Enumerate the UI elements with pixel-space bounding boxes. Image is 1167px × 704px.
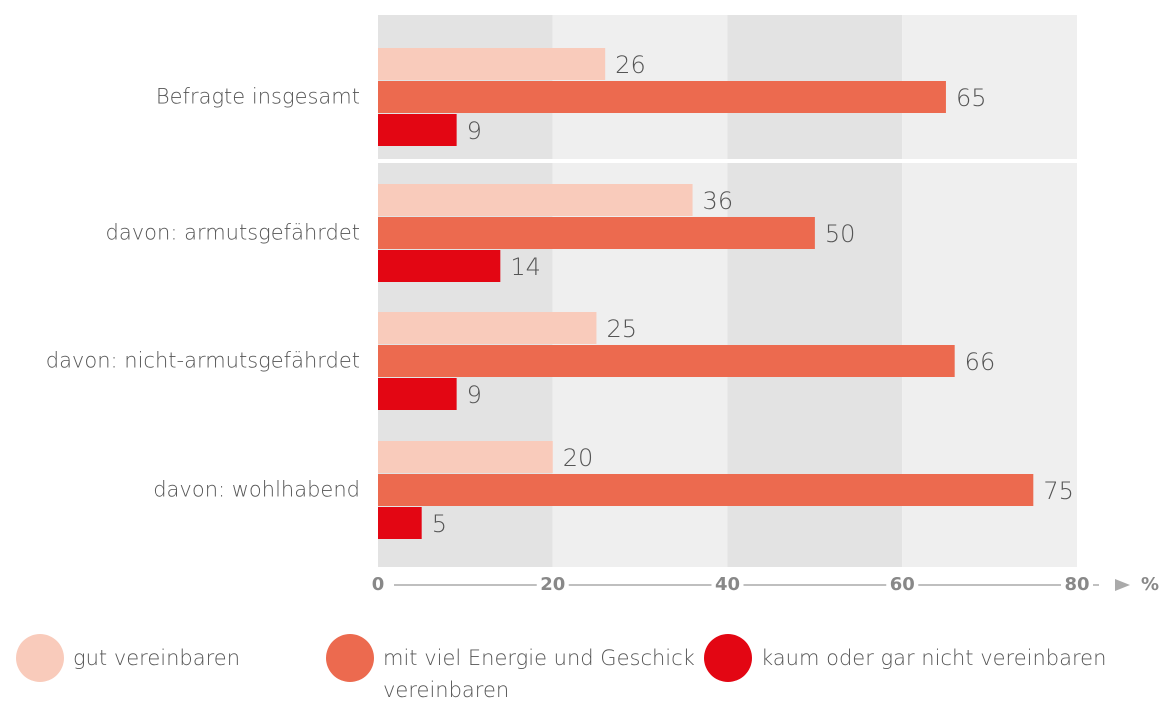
category-label: Befragte insgesamt bbox=[156, 85, 360, 109]
bar bbox=[378, 250, 501, 282]
bar bbox=[378, 312, 597, 344]
separator bbox=[378, 159, 1077, 163]
bar bbox=[378, 217, 815, 249]
value-label: 9 bbox=[467, 381, 482, 409]
value-label: 9 bbox=[467, 117, 482, 145]
bar bbox=[378, 474, 1034, 506]
value-label: 50 bbox=[825, 220, 856, 248]
bar bbox=[378, 507, 422, 539]
x-tick-label: 20 bbox=[540, 574, 565, 595]
x-tick-label: 60 bbox=[890, 574, 915, 595]
value-label: 75 bbox=[1043, 477, 1074, 505]
category-label: davon: nicht-armutsgefährdet bbox=[46, 349, 360, 373]
legend-label: gut vereinbaren bbox=[73, 646, 241, 670]
legend-label: kaum oder gar nicht vereinbaren bbox=[761, 646, 1107, 670]
value-label: 14 bbox=[510, 253, 541, 281]
value-label: 20 bbox=[563, 444, 594, 472]
bar bbox=[378, 48, 606, 80]
legend-swatch bbox=[16, 634, 64, 682]
category-label: davon: wohlhabend bbox=[153, 478, 360, 502]
bar bbox=[378, 345, 955, 377]
axis-arrow bbox=[1115, 579, 1130, 591]
legend-swatch bbox=[704, 634, 752, 682]
x-tick-label: 80 bbox=[1064, 574, 1089, 595]
bar bbox=[378, 114, 457, 146]
legend-swatch bbox=[326, 634, 374, 682]
x-tick-label: 40 bbox=[715, 574, 740, 595]
value-label: 36 bbox=[703, 187, 734, 215]
legend-label: mit viel Energie und Geschick vereinbare… bbox=[383, 646, 695, 702]
value-label: 5 bbox=[432, 510, 447, 538]
x-tick-label: 0 bbox=[372, 574, 385, 595]
x-axis-unit: % bbox=[1141, 574, 1159, 595]
category-label: davon: armutsgefährdet bbox=[106, 221, 360, 245]
value-label: 65 bbox=[956, 84, 987, 112]
value-label: 66 bbox=[965, 348, 996, 376]
value-label: 25 bbox=[606, 315, 637, 343]
bar bbox=[378, 184, 693, 216]
bar bbox=[378, 81, 946, 113]
bar bbox=[378, 378, 457, 410]
bar bbox=[378, 441, 553, 473]
value-label: 26 bbox=[615, 51, 646, 79]
